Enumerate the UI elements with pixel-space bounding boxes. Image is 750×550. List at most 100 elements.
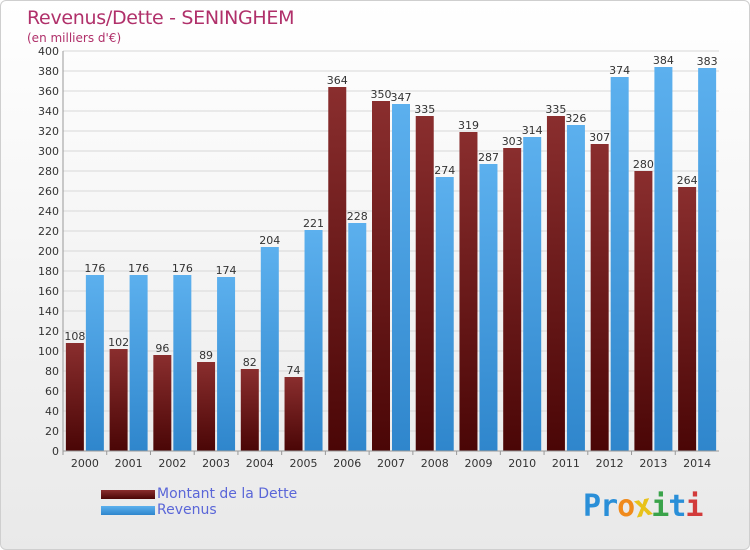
- y-tick-label: 0: [52, 445, 59, 458]
- y-tick-label: 380: [38, 65, 59, 78]
- y-tick-label: 180: [38, 265, 59, 278]
- x-tick-label: 2000: [71, 457, 99, 470]
- y-tick-label: 280: [38, 165, 59, 178]
- x-tick-label: 2001: [115, 457, 143, 470]
- x-tick-label: 2014: [683, 457, 711, 470]
- y-tick-label: 240: [38, 205, 59, 218]
- x-tick-label: 2004: [246, 457, 274, 470]
- y-tick-label: 320: [38, 125, 59, 138]
- value-label-revenus: 314: [522, 124, 543, 137]
- logo-letter: o: [617, 489, 635, 524]
- x-tick-label: 2013: [639, 457, 667, 470]
- bar-dette: [328, 87, 347, 451]
- y-tick-label: 100: [38, 345, 59, 358]
- y-tick-label: 220: [38, 225, 59, 238]
- y-tick-label: 60: [45, 385, 59, 398]
- logo-letter: r: [600, 489, 618, 524]
- value-label-revenus: 326: [565, 112, 586, 125]
- bar-dette: [503, 148, 522, 451]
- chart-subtitle: (en milliers d'€): [27, 31, 122, 45]
- legend-label-dette: Montant de la Dette: [157, 486, 298, 502]
- value-label-dette: 280: [633, 158, 654, 171]
- bar-dette: [459, 132, 478, 451]
- legend-label-revenus: Revenus: [157, 502, 217, 518]
- y-tick-label: 120: [38, 325, 59, 338]
- bar-dette: [678, 187, 697, 451]
- value-label-dette: 108: [64, 330, 85, 343]
- logo-letter: t: [668, 489, 686, 524]
- bar-revenus: [610, 77, 629, 451]
- bar-dette: [65, 343, 84, 451]
- x-tick-label: 2008: [421, 457, 449, 470]
- value-label-dette: 74: [287, 364, 301, 377]
- x-tick-label: 2010: [508, 457, 536, 470]
- value-label-revenus: 221: [303, 217, 324, 230]
- value-label-revenus: 274: [434, 164, 455, 177]
- y-tick-label: 260: [38, 185, 59, 198]
- logo-letter: i: [685, 489, 703, 524]
- bar-dette: [634, 171, 653, 451]
- bar-revenus: [85, 275, 104, 451]
- bar-dette: [197, 362, 216, 451]
- y-tick-label: 80: [45, 365, 59, 378]
- bar-revenus: [435, 177, 454, 451]
- logo-letter: i: [651, 489, 669, 524]
- bar-revenus: [698, 68, 717, 451]
- legend: Montant de la Dette Revenus: [101, 486, 297, 518]
- value-label-dette: 96: [155, 342, 169, 355]
- value-label-revenus: 287: [478, 151, 499, 164]
- value-label-revenus: 204: [259, 234, 280, 247]
- legend-swatch-revenus: [101, 505, 155, 515]
- value-label-dette: 82: [243, 356, 257, 369]
- x-tick-label: 2006: [333, 457, 361, 470]
- bar-dette: [372, 101, 390, 451]
- y-tick-label: 340: [38, 105, 59, 118]
- y-tick-label: 360: [38, 85, 59, 98]
- bar-dette: [109, 349, 128, 451]
- x-tick-label: 2009: [464, 457, 492, 470]
- value-label-revenus: 228: [347, 210, 368, 223]
- y-tick-label: 40: [45, 405, 59, 418]
- x-tick-label: 2002: [158, 457, 186, 470]
- legend-swatch-dette: [101, 489, 155, 499]
- value-label-dette: 303: [502, 135, 523, 148]
- bar-revenus: [348, 223, 367, 451]
- bar-revenus: [654, 67, 673, 451]
- value-label-dette: 319: [458, 119, 479, 132]
- value-label-revenus: 347: [391, 91, 412, 104]
- value-label-dette: 89: [199, 349, 213, 362]
- y-tick-label: 400: [38, 45, 59, 58]
- logo-letter: P: [583, 489, 601, 524]
- x-tick-label: 2003: [202, 457, 230, 470]
- value-label-dette: 307: [589, 131, 610, 144]
- value-label-dette: 350: [371, 88, 392, 101]
- x-tick-label: 2011: [552, 457, 580, 470]
- proxiti-logo: Proxiti: [583, 488, 703, 526]
- value-label-revenus: 384: [653, 54, 674, 67]
- bar-dette: [153, 355, 172, 451]
- x-tick-label: 2007: [377, 457, 405, 470]
- value-label-dette: 335: [414, 103, 435, 116]
- value-label-revenus: 383: [697, 55, 718, 68]
- bar-revenus: [523, 137, 542, 451]
- y-tick-label: 160: [38, 285, 59, 298]
- y-tick-label: 20: [45, 425, 59, 438]
- x-tick-label: 2005: [290, 457, 318, 470]
- value-label-revenus: 176: [128, 262, 149, 275]
- value-label-revenus: 374: [609, 64, 630, 77]
- value-label-dette: 335: [545, 103, 566, 116]
- legend-item-dette: Montant de la Dette: [101, 486, 297, 502]
- y-tick-label: 300: [38, 145, 59, 158]
- value-label-dette: 102: [108, 336, 129, 349]
- y-tick-label: 200: [38, 245, 59, 258]
- bar-revenus: [173, 275, 192, 451]
- bar-revenus: [479, 164, 498, 451]
- bar-dette: [284, 377, 303, 451]
- bar-revenus: [392, 104, 410, 451]
- value-label-revenus: 174: [216, 264, 237, 277]
- bar-dette: [415, 116, 434, 451]
- value-label-revenus: 176: [172, 262, 193, 275]
- legend-item-revenus: Revenus: [101, 502, 297, 518]
- bar-revenus: [260, 247, 279, 451]
